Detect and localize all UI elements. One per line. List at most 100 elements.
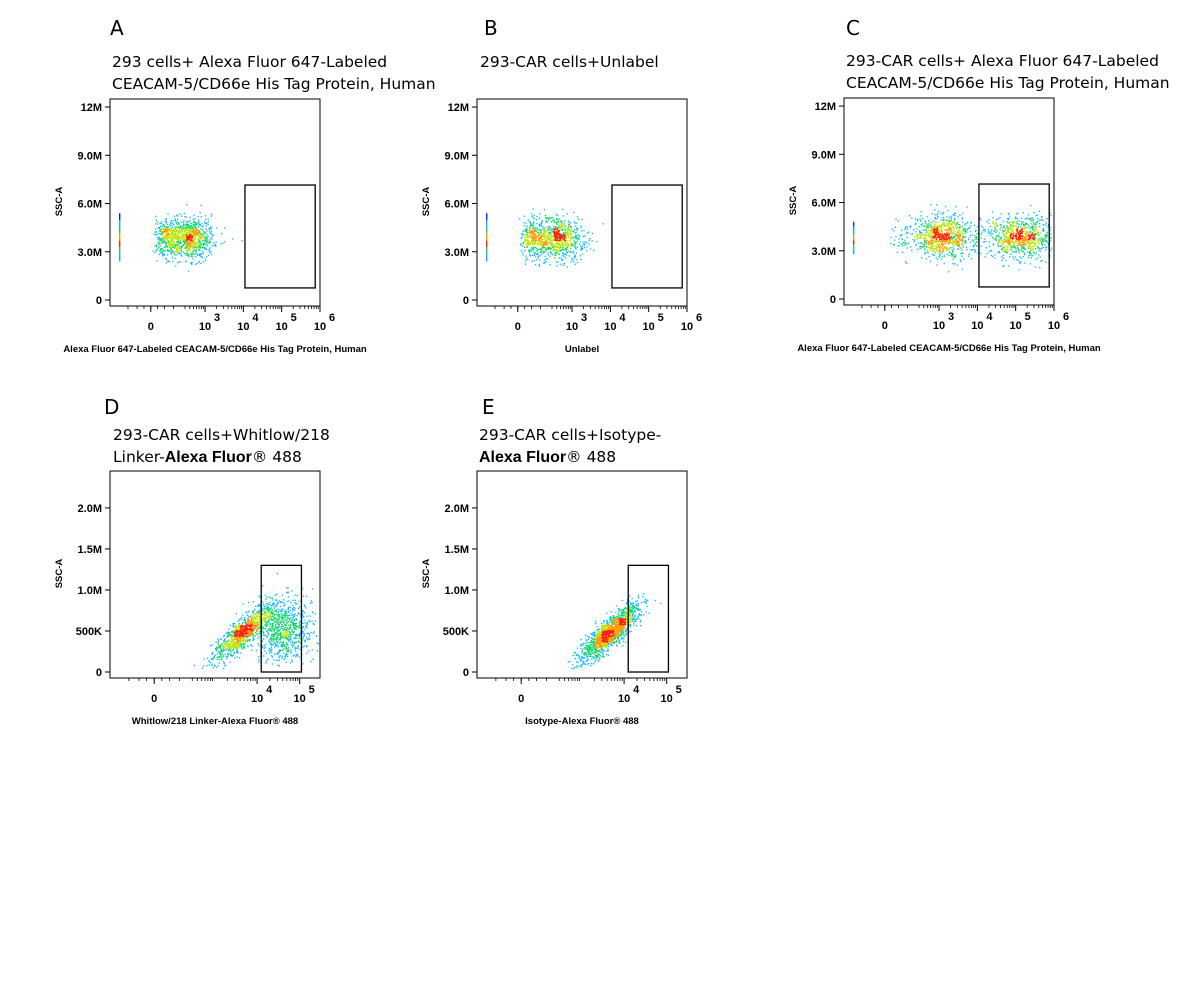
event-dot [1018,230,1021,233]
event-dot [305,652,308,655]
event-dot [974,251,976,253]
event-dot [286,639,288,641]
event-dot [182,236,184,238]
event-dot [251,645,254,647]
event-dot [919,230,921,232]
event-dot [986,253,988,255]
event-dot [1021,241,1023,243]
event-dot [967,231,969,233]
event-dot [928,222,930,224]
event-dot [192,250,194,252]
event-dot [173,215,176,217]
event-dot [567,243,569,245]
event-dot [938,233,940,236]
event-dot [952,241,954,243]
event-dot [924,221,926,223]
event-dot [205,260,207,262]
event-dot [536,240,539,242]
event-dot [167,254,169,256]
event-dot [165,218,167,220]
event-dot [191,226,194,228]
event-dot [268,603,271,606]
event-dot [531,237,534,239]
event-dot [1025,238,1027,240]
event-dot [1001,243,1003,246]
event-dot [574,246,576,248]
event-dot [958,248,960,250]
event-dot [931,233,934,235]
event-dot [316,642,318,644]
event-dot [985,240,987,243]
event-dot [208,250,210,252]
event-dot [1047,247,1050,249]
event-dot [246,614,248,616]
event-dot [1017,259,1019,261]
event-dot [261,601,263,603]
event-dot [970,221,972,224]
event-dot [895,236,897,238]
event-dot [905,233,907,235]
event-dot [1016,220,1018,223]
event-dot [974,243,976,245]
event-dot [295,622,297,625]
event-dot [195,247,197,249]
event-dot [955,227,957,229]
event-dot [538,237,540,239]
event-dot [294,646,297,649]
event-dot [216,658,218,660]
event-dot [1001,240,1003,242]
event-dot [220,651,222,654]
event-dot [287,656,289,658]
event-dot [576,240,578,243]
event-dot [291,660,293,663]
event-dot [555,214,557,216]
event-dot [1035,237,1037,239]
event-dot [163,224,166,227]
event-dot [228,628,230,630]
panel-title-line: 293-CAR cells+Unlabel [480,51,659,73]
event-dot [217,665,219,667]
event-dot [552,225,555,228]
event-dot [1046,240,1048,243]
event-dot [570,234,572,236]
event-dot [580,249,582,251]
event-dot [1001,247,1004,249]
event-dot [302,631,305,633]
event-dot [188,241,191,243]
event-dot [206,230,208,232]
event-dot [553,248,555,250]
event-dot [563,231,565,234]
event-dot [193,230,195,232]
event-dot [968,237,970,239]
event-dot [287,651,290,653]
event-dot [523,246,526,249]
event-dot [170,248,172,250]
event-dot [177,234,179,236]
event-dot [961,249,963,251]
event-dot [558,233,561,235]
edge-event-strip [486,220,488,227]
event-dot [194,246,196,248]
event-dot [925,241,928,244]
event-dot [162,249,164,251]
event-dot [1022,231,1025,233]
event-dot [571,251,573,253]
event-dot [167,233,169,235]
event-dot [953,222,955,224]
event-dot [206,249,208,251]
y-axis-label: SSC-A [54,187,65,217]
event-dot [581,247,583,250]
event-dot [163,240,165,242]
event-dot [549,243,552,245]
event-dot [1034,237,1036,239]
event-dot [970,249,972,251]
event-dot [533,234,535,236]
event-dot [906,236,908,239]
event-dot [1015,231,1017,233]
event-dot [174,245,176,247]
event-dot [960,247,962,249]
event-dot [942,236,945,238]
event-dot [998,242,1000,244]
event-dot [240,652,242,654]
event-dot [575,236,577,238]
